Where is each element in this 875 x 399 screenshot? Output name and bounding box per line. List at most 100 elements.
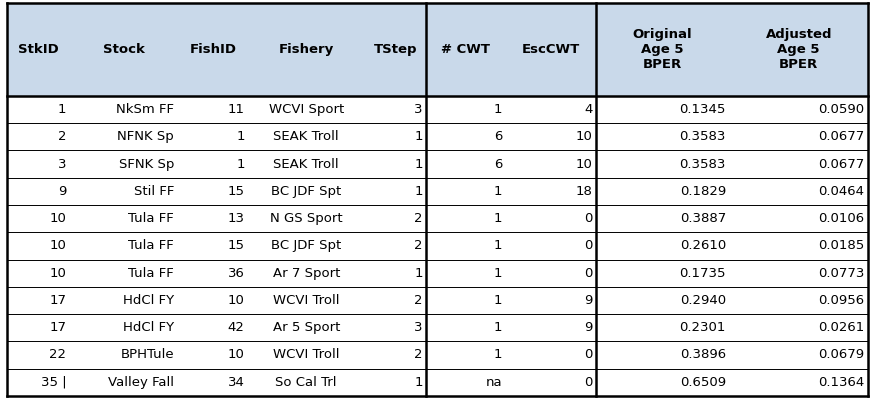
- Text: 13: 13: [228, 212, 245, 225]
- Text: HdCl FY: HdCl FY: [123, 294, 174, 307]
- Text: Valley Fall: Valley Fall: [108, 376, 174, 389]
- Text: 1: 1: [493, 321, 502, 334]
- Text: Fishery: Fishery: [278, 43, 334, 56]
- Bar: [7, 178, 868, 205]
- Text: SEAK Troll: SEAK Troll: [273, 158, 339, 171]
- Text: Stil FF: Stil FF: [134, 185, 174, 198]
- Text: 10: 10: [50, 212, 66, 225]
- Bar: [7, 232, 868, 259]
- Text: TStep: TStep: [374, 43, 417, 56]
- Text: 1: 1: [493, 103, 502, 116]
- Text: 0.3896: 0.3896: [680, 348, 726, 361]
- Bar: [7, 3, 868, 96]
- Text: 22: 22: [49, 348, 66, 361]
- Text: Tula FF: Tula FF: [129, 212, 174, 225]
- Text: 6: 6: [493, 130, 502, 143]
- Text: 0.0590: 0.0590: [818, 103, 864, 116]
- Text: 0: 0: [584, 239, 592, 253]
- Text: 9: 9: [584, 321, 592, 334]
- Text: 17: 17: [49, 294, 66, 307]
- Text: 0.0677: 0.0677: [818, 130, 864, 143]
- Text: FishID: FishID: [189, 43, 236, 56]
- Text: 1: 1: [493, 267, 502, 280]
- Text: N GS Sport: N GS Sport: [270, 212, 342, 225]
- Text: 0.1345: 0.1345: [680, 103, 726, 116]
- Text: 42: 42: [228, 321, 245, 334]
- Text: 0.2940: 0.2940: [680, 294, 726, 307]
- Text: 17: 17: [49, 321, 66, 334]
- Text: 15: 15: [228, 185, 245, 198]
- Text: 0: 0: [584, 212, 592, 225]
- Text: 0.1364: 0.1364: [818, 376, 864, 389]
- Text: 2: 2: [58, 130, 66, 143]
- Text: 1: 1: [414, 376, 423, 389]
- Text: 1: 1: [493, 212, 502, 225]
- Text: # CWT: # CWT: [441, 43, 490, 56]
- Text: 0.3583: 0.3583: [680, 158, 726, 171]
- Text: 0.2610: 0.2610: [680, 239, 726, 253]
- Text: 0.1735: 0.1735: [679, 267, 726, 280]
- Text: WCVI Troll: WCVI Troll: [273, 294, 340, 307]
- Text: 18: 18: [576, 185, 592, 198]
- Text: 0.0106: 0.0106: [818, 212, 864, 225]
- Text: 0.0773: 0.0773: [818, 267, 864, 280]
- Text: 0: 0: [584, 376, 592, 389]
- Text: 10: 10: [576, 158, 592, 171]
- Text: 1: 1: [414, 267, 423, 280]
- Text: 1: 1: [58, 103, 66, 116]
- Text: Adjusted
Age 5
BPER: Adjusted Age 5 BPER: [766, 28, 832, 71]
- Text: StkID: StkID: [18, 43, 59, 56]
- Text: 11: 11: [228, 103, 245, 116]
- Text: NFNK Sp: NFNK Sp: [117, 130, 174, 143]
- Text: EscCWT: EscCWT: [522, 43, 580, 56]
- Text: BC JDF Spt: BC JDF Spt: [271, 185, 341, 198]
- Text: 1: 1: [236, 130, 245, 143]
- Text: 36: 36: [228, 267, 245, 280]
- Text: 2: 2: [414, 212, 423, 225]
- Text: Tula FF: Tula FF: [129, 239, 174, 253]
- Text: 1: 1: [414, 185, 423, 198]
- Text: SEAK Troll: SEAK Troll: [273, 130, 339, 143]
- Text: Stock: Stock: [102, 43, 144, 56]
- Text: 1: 1: [493, 239, 502, 253]
- Text: 0.3887: 0.3887: [680, 212, 726, 225]
- Text: 10: 10: [576, 130, 592, 143]
- Text: 0: 0: [584, 348, 592, 361]
- Text: 0.6509: 0.6509: [680, 376, 726, 389]
- Text: 1: 1: [493, 294, 502, 307]
- Text: 1: 1: [414, 130, 423, 143]
- Bar: [7, 341, 868, 369]
- Text: 10: 10: [228, 294, 245, 307]
- Text: NkSm FF: NkSm FF: [116, 103, 174, 116]
- Text: 0.1829: 0.1829: [680, 185, 726, 198]
- Text: 10: 10: [50, 239, 66, 253]
- Text: WCVI Sport: WCVI Sport: [269, 103, 344, 116]
- Text: BC JDF Spt: BC JDF Spt: [271, 239, 341, 253]
- Bar: [7, 205, 868, 232]
- Text: 9: 9: [58, 185, 66, 198]
- Text: 0.3583: 0.3583: [680, 130, 726, 143]
- Text: na: na: [486, 376, 502, 389]
- Text: 0.0185: 0.0185: [818, 239, 864, 253]
- Text: Original
Age 5
BPER: Original Age 5 BPER: [633, 28, 692, 71]
- Text: 2: 2: [414, 348, 423, 361]
- Text: 0.0464: 0.0464: [818, 185, 864, 198]
- Text: 1: 1: [493, 348, 502, 361]
- Bar: [7, 123, 868, 150]
- Text: 10: 10: [50, 267, 66, 280]
- Text: 0.0679: 0.0679: [818, 348, 864, 361]
- Text: 15: 15: [228, 239, 245, 253]
- Text: 0.0261: 0.0261: [818, 321, 864, 334]
- Text: 1: 1: [414, 158, 423, 171]
- Text: 0: 0: [584, 267, 592, 280]
- Text: 10: 10: [228, 348, 245, 361]
- Text: 1: 1: [493, 185, 502, 198]
- Text: 2: 2: [414, 239, 423, 253]
- Text: Ar 7 Sport: Ar 7 Sport: [272, 267, 340, 280]
- Text: 4: 4: [584, 103, 592, 116]
- Text: 3: 3: [414, 321, 423, 334]
- Text: 6: 6: [493, 158, 502, 171]
- Text: 1: 1: [236, 158, 245, 171]
- Text: HdCl FY: HdCl FY: [123, 321, 174, 334]
- Text: 2: 2: [414, 294, 423, 307]
